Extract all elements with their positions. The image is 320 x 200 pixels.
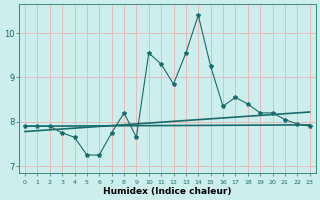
X-axis label: Humidex (Indice chaleur): Humidex (Indice chaleur) <box>103 187 232 196</box>
